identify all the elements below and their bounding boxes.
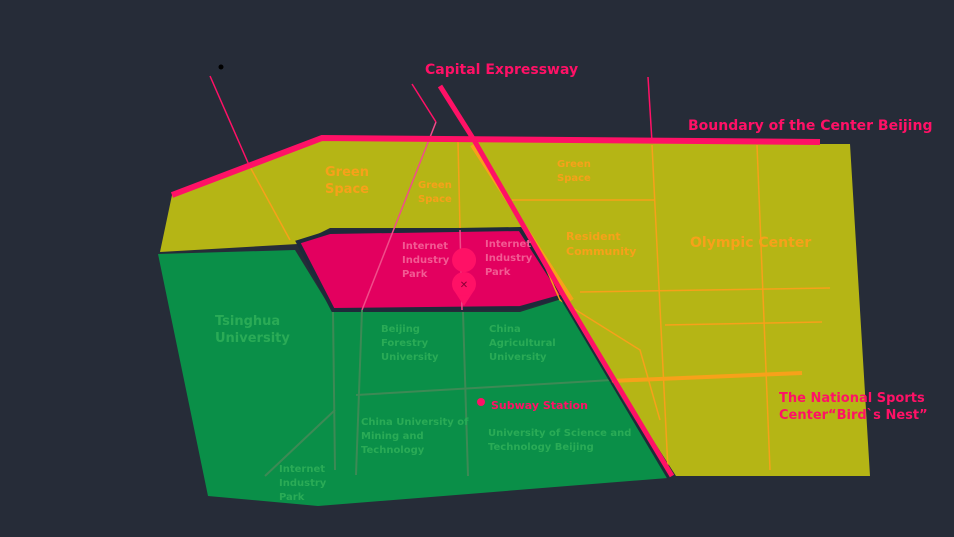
marker-glyph: ✕ [460,280,468,291]
center-beijing-boundary [170,134,821,198]
china-mining-label: China University of Mining and Technolog… [361,417,472,456]
resident-community-label: Resident Community [566,230,636,258]
expressway-dark-edge [559,295,669,479]
capital-expressway-label: Capital Expressway [425,62,578,78]
beijing-forestry-label: Beijing Forestry University [381,324,439,363]
internet-park-label-3: Internet Industry Park [279,464,330,503]
green-space-label-2: Green Space [418,180,455,205]
black-dot [218,64,224,70]
olympic-center-label: Olympic Center [690,235,811,251]
birds-nest-label: The National Sports Center“Bird`s Nest” [779,391,929,423]
northwest-road [209,75,250,166]
tsinghua-label: Tsinghua University [215,314,290,346]
subway-station-label: Subway Station [491,399,588,412]
yellow-zone [160,140,870,476]
internet-park-label-1: Internet Industry Park [402,241,453,280]
subway-marker-icon[interactable]: ✕ [452,248,477,306]
boundary-label: Boundary of the Center Beijing [688,118,932,134]
green-space-label-3: Green Space [557,159,594,184]
capital-expressway-line [437,84,675,478]
green-zone [158,250,668,506]
green-space-label-1: Green Space [325,165,374,197]
china-agricultural-label: China Agricultural University [489,324,559,363]
northeast-road [647,76,653,143]
ustb-label: University of Science and Technology Bei… [488,428,635,453]
north-road [411,83,437,123]
birds-nest-road [609,371,803,383]
internet-park-label-2: Internet Industry Park [485,239,536,278]
subway-station-dot[interactable] [477,398,485,406]
green-roads [264,309,613,477]
